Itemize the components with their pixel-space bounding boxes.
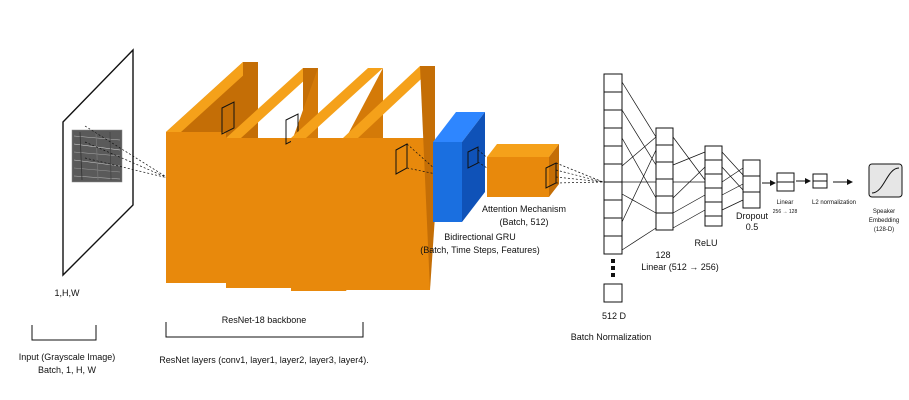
l2-label: L2 normalization xyxy=(812,200,856,206)
l2-block xyxy=(812,173,828,189)
resnet-bracket xyxy=(165,322,364,338)
input-projection-lines xyxy=(84,125,169,179)
relu-label: ReLU xyxy=(694,238,717,248)
resnet-description: ResNet layers (conv1, layer1, layer2, la… xyxy=(159,355,369,365)
dropout-label: Dropout xyxy=(736,211,769,221)
batch-norm-label: Batch Normalization xyxy=(571,332,652,342)
resnet-block-1 xyxy=(166,62,258,283)
resnet-bracket-label: ResNet-18 backbone xyxy=(222,315,307,325)
linear2-sub-label: 256 → 128 xyxy=(773,209,798,215)
fc-hidden-column xyxy=(655,127,674,231)
attention-title: Attention Mechanism xyxy=(482,204,566,214)
dropout-value: 0.5 xyxy=(746,222,759,232)
input-bracket xyxy=(31,325,97,341)
output-label-1: Speaker xyxy=(873,209,895,215)
input-title: Input (Grayscale Image) xyxy=(19,352,116,362)
linear2-block xyxy=(776,172,795,192)
fc-linear1-label: Linear (512 → 256) xyxy=(641,262,719,272)
output-label-3: (128-D) xyxy=(874,227,894,233)
input-image-plane xyxy=(62,48,134,277)
fc-input-dim-label: 512 D xyxy=(602,311,627,321)
attention-projection-lines xyxy=(555,162,604,184)
input-subtitle: Batch, 1, H, W xyxy=(38,365,97,375)
resnet-projection-lines xyxy=(406,143,437,175)
resnet-block-4 xyxy=(343,66,435,290)
fc-hidden-count-label: 128 xyxy=(655,250,670,260)
output-embedding-box xyxy=(868,163,903,198)
attention-subtitle: (Batch, 512) xyxy=(499,217,548,227)
sigmoid-curve-icon xyxy=(871,167,900,194)
fc-relu-column xyxy=(704,145,723,227)
gru-block xyxy=(433,112,485,222)
linear2-label: Linear xyxy=(777,200,794,206)
spectrogram-thumbnail xyxy=(71,129,123,183)
gru-title: Bidirectional GRU xyxy=(444,232,516,242)
fc-input-column xyxy=(603,73,623,303)
input-dims-label: 1,H,W xyxy=(54,288,80,298)
fc-dropout-column xyxy=(742,159,761,209)
attention-block xyxy=(487,144,559,197)
gru-subtitle: (Batch, Time Steps, Features) xyxy=(420,245,540,255)
output-label-2: Embedding xyxy=(869,218,899,224)
fc-input-ellipsis xyxy=(611,259,615,277)
fc-connections xyxy=(621,81,744,251)
